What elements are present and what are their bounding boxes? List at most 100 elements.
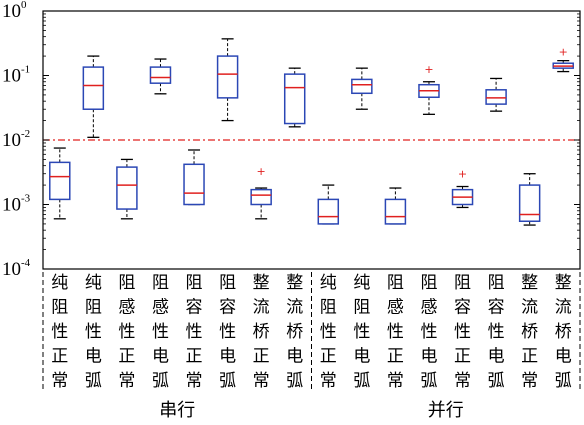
category-char: 性	[420, 322, 437, 342]
box-9	[317, 184, 340, 225]
category-char: 纯	[85, 273, 102, 293]
box-body	[351, 78, 373, 95]
category-char: 阻	[219, 273, 236, 293]
y-tick-exponent: 0	[21, 0, 27, 11]
group-labels: 串行 并行	[159, 400, 464, 421]
category-char: 常	[454, 371, 471, 391]
category-char: 性	[152, 322, 169, 342]
category-char: 正	[454, 347, 471, 367]
category-char: 电	[152, 347, 169, 367]
category-char: 整	[253, 273, 270, 293]
y-tick-exponent: -1	[21, 64, 30, 76]
category-char: 整	[521, 273, 538, 293]
box-body	[216, 55, 239, 99]
outlier-marker: +	[559, 46, 568, 59]
category-char: 正	[186, 347, 203, 367]
category-char: 常	[320, 371, 337, 391]
category-char: 电	[219, 347, 236, 367]
category-char: 常	[51, 371, 68, 391]
category-char: 感	[152, 298, 169, 318]
box-13: +	[451, 168, 474, 209]
category-char: 整	[555, 273, 572, 293]
category-char: 电	[286, 347, 303, 367]
box-body	[183, 163, 205, 206]
y-tick-label: 10-4	[2, 257, 31, 280]
category-char: 容	[454, 298, 471, 318]
box-body	[518, 184, 541, 222]
category-char: 正	[387, 347, 404, 367]
category-char: 性	[186, 322, 203, 342]
category-char: 正	[521, 347, 538, 367]
y-tick-label: 10-1	[2, 64, 30, 87]
category-char: 流	[521, 298, 538, 318]
box-6	[216, 38, 239, 122]
box-2	[82, 55, 105, 138]
category-char: 性	[353, 322, 370, 342]
category-char: 阻	[51, 298, 68, 318]
category-char: 阻	[454, 273, 471, 293]
category-char: 容	[219, 298, 236, 318]
category-char: 桥	[521, 322, 538, 342]
box-10	[351, 67, 373, 110]
category-char: 阻	[387, 273, 404, 293]
category-char: 弧	[286, 371, 303, 391]
y-tick-exponent: -4	[21, 257, 31, 269]
category-char: 电	[488, 347, 505, 367]
category-char: 流	[253, 298, 270, 318]
box-body	[49, 161, 71, 201]
box-body	[283, 73, 306, 125]
box-11	[384, 187, 407, 225]
box-12: +	[418, 63, 440, 115]
category-char: 感	[420, 298, 437, 318]
category-char: 性	[488, 322, 505, 342]
y-tick-exponent: -2	[21, 128, 30, 140]
category-char: 常	[118, 371, 135, 391]
category-char: 常	[387, 371, 404, 391]
category-char: 容	[488, 298, 505, 318]
box-body	[485, 89, 507, 105]
box-14	[485, 77, 507, 112]
category-char: 性	[51, 322, 68, 342]
category-char: 桥	[253, 322, 270, 342]
outlier-marker: +	[424, 63, 433, 76]
category-char: 感	[387, 298, 404, 318]
category-char: 常	[253, 371, 270, 391]
category-char: 纯	[353, 273, 370, 293]
category-char: 电	[353, 347, 370, 367]
box-7: +	[250, 165, 272, 220]
category-char: 流	[555, 298, 572, 318]
y-tick-exponent: -3	[21, 193, 31, 205]
category-char: 性	[387, 322, 404, 342]
box-body	[317, 198, 340, 225]
box-body	[82, 66, 105, 110]
category-char: 感	[118, 298, 135, 318]
plot-area: + + + +	[42, 10, 581, 270]
box-8	[283, 67, 306, 128]
category-char: 流	[286, 298, 303, 318]
category-char: 电	[420, 347, 437, 367]
category-char: 常	[186, 371, 203, 391]
category-char: 弧	[85, 371, 102, 391]
outlier-marker: +	[458, 168, 467, 181]
category-char: 常	[521, 371, 538, 391]
category-char: 阻	[186, 273, 203, 293]
category-char: 弧	[353, 371, 370, 391]
category-char: 弧	[420, 371, 437, 391]
box-16: +	[552, 46, 574, 73]
y-tick-label: 10-3	[2, 193, 31, 216]
category-char: 正	[118, 347, 135, 367]
category-char: 弧	[555, 371, 572, 391]
category-char: 纯	[51, 273, 68, 293]
category-char: 桥	[555, 322, 572, 342]
